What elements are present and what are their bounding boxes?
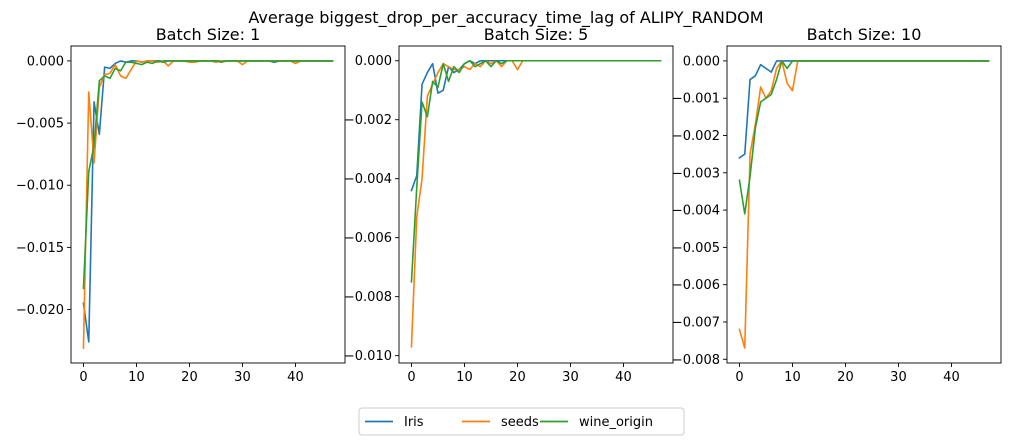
y-tick-label: −0.005 bbox=[672, 241, 720, 256]
x-tick-label: 20 bbox=[837, 370, 854, 385]
axes-frame bbox=[70, 45, 346, 364]
x-tick-label: 40 bbox=[287, 370, 304, 385]
legend-box bbox=[358, 407, 685, 436]
y-tick-label: −0.010 bbox=[344, 349, 392, 364]
series-line-wine-origin bbox=[738, 60, 990, 215]
x-tick-label: 30 bbox=[234, 370, 251, 385]
y-tick-label: 0.000 bbox=[683, 54, 720, 69]
series-line-seeds bbox=[738, 60, 990, 349]
axes-frame bbox=[398, 45, 674, 364]
x-tick-label: 0 bbox=[79, 370, 87, 385]
series-lines bbox=[410, 59, 662, 348]
x-tick-label: 0 bbox=[407, 370, 415, 385]
x-tick-label: 30 bbox=[890, 370, 907, 385]
y-tick-label: −0.015 bbox=[16, 241, 64, 256]
x-tick-label: 20 bbox=[509, 370, 526, 385]
x-tick-label: 40 bbox=[943, 370, 960, 385]
chart-panel-2: Batch Size: 5 0 10 20 30 40 0.000 −0.002 −0.004 −… bbox=[344, 25, 674, 385]
x-tick-label: 40 bbox=[615, 370, 632, 385]
y-tick-label: −0.010 bbox=[16, 179, 64, 194]
panel-title: Batch Size: 5 bbox=[484, 25, 589, 44]
y-tick-label: −0.002 bbox=[672, 129, 720, 144]
panel-title: Batch Size: 1 bbox=[156, 25, 261, 44]
series-line-seeds bbox=[410, 59, 662, 348]
series-line-seeds bbox=[82, 60, 334, 349]
y-tick-label: −0.003 bbox=[672, 166, 720, 181]
series-line-iris bbox=[82, 60, 334, 343]
y-tick-label: −0.006 bbox=[344, 231, 392, 246]
x-tick-label: 30 bbox=[562, 370, 579, 385]
y-tick-label: −0.008 bbox=[672, 353, 720, 368]
chart-panel-1: Batch Size: 1 0 10 20 30 40 0.000 −0.005 −0.010 −… bbox=[16, 25, 346, 385]
legend-label: wine_origin bbox=[579, 415, 653, 430]
x-tick-label: 20 bbox=[181, 370, 198, 385]
y-tick-label: −0.002 bbox=[344, 113, 392, 128]
y-tick-label: 0.000 bbox=[27, 54, 64, 69]
y-tick-label: −0.007 bbox=[672, 315, 720, 330]
figure-title: Average biggest_drop_per_accuracy_time_l… bbox=[248, 8, 763, 28]
series-line-wine-origin bbox=[410, 59, 662, 283]
legend: Iris seeds wine_origin bbox=[358, 407, 685, 436]
y-tick-label: −0.020 bbox=[16, 303, 64, 318]
series-line-wine-origin bbox=[82, 60, 334, 290]
axes-frame bbox=[726, 45, 1002, 364]
y-tick-label: −0.004 bbox=[344, 172, 392, 187]
x-tick-label: 10 bbox=[456, 370, 473, 385]
x-tick-label: 10 bbox=[784, 370, 801, 385]
panel-title: Batch Size: 10 bbox=[807, 25, 922, 44]
series-lines bbox=[738, 60, 990, 349]
series-line-iris bbox=[738, 60, 990, 159]
y-tick-label: −0.008 bbox=[344, 290, 392, 305]
y-tick-label: −0.006 bbox=[672, 278, 720, 293]
chart-panels: Batch Size: 10 10 20 30 400.000−0.005−0.010−… bbox=[16, 25, 1002, 385]
x-tick-label: 0 bbox=[735, 370, 743, 385]
series-lines bbox=[82, 60, 334, 349]
legend-label: seeds bbox=[501, 415, 539, 430]
x-tick-label: 10 bbox=[128, 370, 145, 385]
legend-label: Iris bbox=[404, 415, 424, 430]
y-tick-label: 0.000 bbox=[355, 54, 392, 69]
y-tick-label: −0.004 bbox=[672, 204, 720, 219]
chart-panel-3: Batch Size: 10 0 10 20 30 40 0.000 −0.001 −0.002… bbox=[672, 25, 1002, 385]
y-tick-label: −0.005 bbox=[16, 117, 64, 132]
y-tick-label: −0.001 bbox=[672, 92, 720, 107]
